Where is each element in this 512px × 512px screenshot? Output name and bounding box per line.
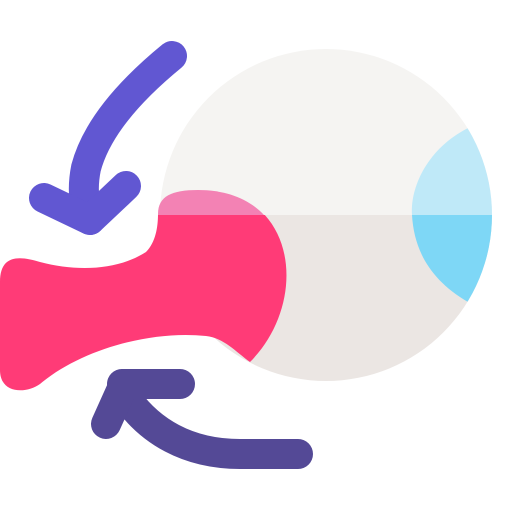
curved-arrow-bottom-head	[91, 369, 195, 439]
curved-arrow-top-head	[29, 171, 141, 235]
optic-nerve-upper	[158, 190, 264, 215]
optic-nerve-lower	[0, 215, 287, 391]
eyeball-upper-half	[160, 49, 492, 215]
iris-upper	[411, 128, 492, 215]
iris-icon	[411, 128, 492, 302]
curved-arrow-top-icon	[29, 41, 187, 235]
curved-arrow-bottom-icon	[91, 369, 313, 469]
optic-nerve-icon	[0, 190, 287, 391]
iris-lower	[412, 215, 492, 302]
